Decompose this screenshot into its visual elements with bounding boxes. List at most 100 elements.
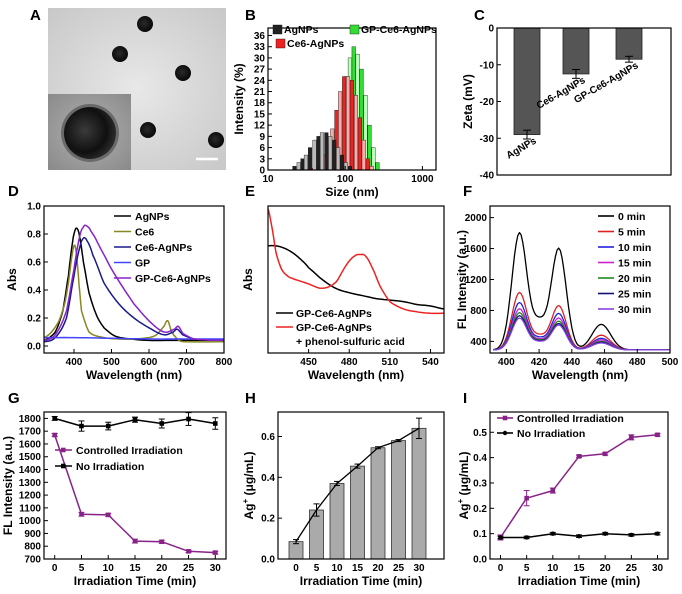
- panel-label-i: I: [463, 390, 467, 407]
- x-tick-label-e: 480: [341, 357, 358, 368]
- legend-label-i: Controlled Irradiation: [517, 413, 624, 425]
- x-tick-label-h: 25: [393, 563, 405, 574]
- x-axis-label-e: Wavelength (nm): [308, 368, 404, 382]
- x-tick-label-g: 20: [156, 563, 168, 574]
- legend-marker-i: [502, 430, 508, 436]
- category-label-c: AgNPs: [505, 135, 539, 161]
- data-point-i: [602, 451, 608, 457]
- x-axis-label-b: Size (nm): [325, 185, 378, 199]
- x-tick-label-e: 510: [382, 357, 399, 368]
- x-tick-label-f: 460: [596, 357, 613, 368]
- data-point-i: [576, 533, 582, 539]
- series-line-gp-ce6-agnps: [43, 224, 225, 342]
- legend-label-d: GP-Ce6-AgNPs: [135, 273, 211, 285]
- x-tick-label-e: 450: [300, 357, 317, 368]
- x-tick-label-i: 5: [524, 563, 530, 574]
- y-axis-label-d: Abs: [5, 268, 19, 291]
- data-point-i: [629, 532, 634, 538]
- bar-gp-ce6-agnps: [375, 162, 380, 171]
- x-tick-label-g: 30: [210, 563, 222, 574]
- data-point-g: [105, 512, 111, 518]
- y-tick-label-g: 1000: [19, 516, 42, 527]
- y-tick-label-g: 1700: [19, 427, 42, 438]
- y-tick-label-i: 0.0: [473, 555, 487, 566]
- y-tick-label-d: 0.0: [27, 342, 41, 353]
- bar-zeta: [615, 27, 643, 60]
- x-tick-label-b: 1000: [411, 174, 434, 185]
- legend-label-f: 10 min: [618, 242, 651, 254]
- bar-agnps: [324, 132, 329, 171]
- x-axis-label-d: Wavelength (nm): [86, 368, 182, 382]
- y-tick-label-f: 800: [470, 306, 487, 317]
- bar-ce6-agnps: [354, 95, 358, 171]
- legend-label-g: No Irradiation: [76, 461, 144, 473]
- legend-swatch-b: [272, 24, 283, 35]
- data-point-i: [524, 495, 529, 501]
- bar-ce6-agnps: [349, 80, 354, 171]
- x-tick-label-i: 10: [547, 563, 559, 574]
- x-tick-label-h: 10: [331, 563, 343, 574]
- legend-label-g: Controlled Irradiation: [76, 445, 183, 457]
- legend-swatch-b: [349, 24, 360, 35]
- y-tick-label-b: 24: [254, 76, 266, 87]
- bar-agnps: [343, 162, 348, 171]
- legend-label-f: 25 min: [618, 289, 651, 301]
- legend-label-b: Ce6-AgNPs: [287, 38, 344, 50]
- series-line-f-30min: [493, 317, 670, 351]
- legend-annotation-e: + phenol-sulfuric acid: [296, 336, 405, 348]
- legend-label-i: No Irradiation: [517, 428, 585, 440]
- y-tick-label-f: 2000: [465, 213, 488, 224]
- data-point-i: [550, 531, 556, 536]
- y-tick-label-h: 0.4: [261, 473, 275, 484]
- y-tick-label-c: -30: [480, 134, 495, 145]
- y-tick-label-g: 1600: [19, 439, 42, 450]
- legend-label-f: 15 min: [618, 258, 651, 270]
- y-axis-label-i: Ag+ (μg/mL): [456, 451, 471, 519]
- legend-swatch-b: [275, 38, 286, 49]
- y-tick-label-f: 400: [470, 337, 487, 348]
- data-point-i: [550, 488, 556, 493]
- legend-marker-i: [502, 415, 508, 421]
- x-tick-label-f: 420: [531, 357, 548, 368]
- x-axis-label-f: Wavelength (nm): [532, 368, 628, 382]
- y-axis-label-h: Ag+ (μg/mL): [241, 451, 256, 519]
- series-line-agnps: [43, 227, 224, 342]
- x-tick-label-g: 0: [52, 563, 58, 574]
- legend-marker-g: [61, 463, 66, 469]
- data-point-i: [602, 531, 608, 536]
- x-tick-label-h: 5: [314, 563, 320, 574]
- y-tick-label-f: 1600: [465, 244, 488, 255]
- series-line-e: [267, 208, 444, 315]
- x-tick-label-f: 480: [629, 357, 646, 368]
- data-point-i: [655, 432, 660, 438]
- y-tick-label-b: 27: [254, 65, 266, 76]
- y-tick-label-h: 0.0: [261, 555, 275, 566]
- y-tick-label-g: 1100: [19, 503, 41, 514]
- panel-label-h: H: [245, 390, 256, 407]
- data-point-i: [655, 531, 660, 536]
- data-point-g: [52, 416, 58, 421]
- x-tick-label-d: 400: [66, 357, 83, 368]
- series-line-ce6-agnps: [43, 237, 225, 343]
- x-tick-label-g: 10: [103, 563, 115, 574]
- x-axis-label-h: Irradiation Time (min): [300, 574, 422, 588]
- x-tick-label-i: 20: [600, 563, 612, 574]
- x-tick-label-g: 15: [129, 563, 141, 574]
- y-tick-label-i: 0.1: [473, 529, 487, 540]
- panel-label-c: C: [474, 7, 485, 24]
- series-line-f-5min: [493, 291, 670, 351]
- x-tick-label-f: 400: [498, 357, 515, 368]
- chart-e: 450 480 510 540 Wavelength (nm) Abs GP-Ce6-AgN…: [241, 205, 445, 382]
- y-axis-label-g: FL Intensity (a.u.): [1, 436, 15, 535]
- chart-d: 400 500 600 700 800 0.0 0.2 0.4 0.6 0.8 1.0 Wavelen…: [5, 202, 233, 383]
- x-axis-label-g: Irradiation Time (min): [74, 574, 196, 588]
- data-point-g: [132, 417, 138, 422]
- legend-label-b: GP-Ce6-AgNPs: [361, 24, 437, 36]
- data-point-g: [159, 421, 165, 426]
- y-tick-label-f: 1200: [465, 275, 488, 286]
- bar-zeta: [562, 27, 590, 75]
- chart-i: 0 5 10 15 20 25 30 0.0 0.1 0.2 0.3 0.4 0.5 Irradiatio…: [456, 411, 669, 588]
